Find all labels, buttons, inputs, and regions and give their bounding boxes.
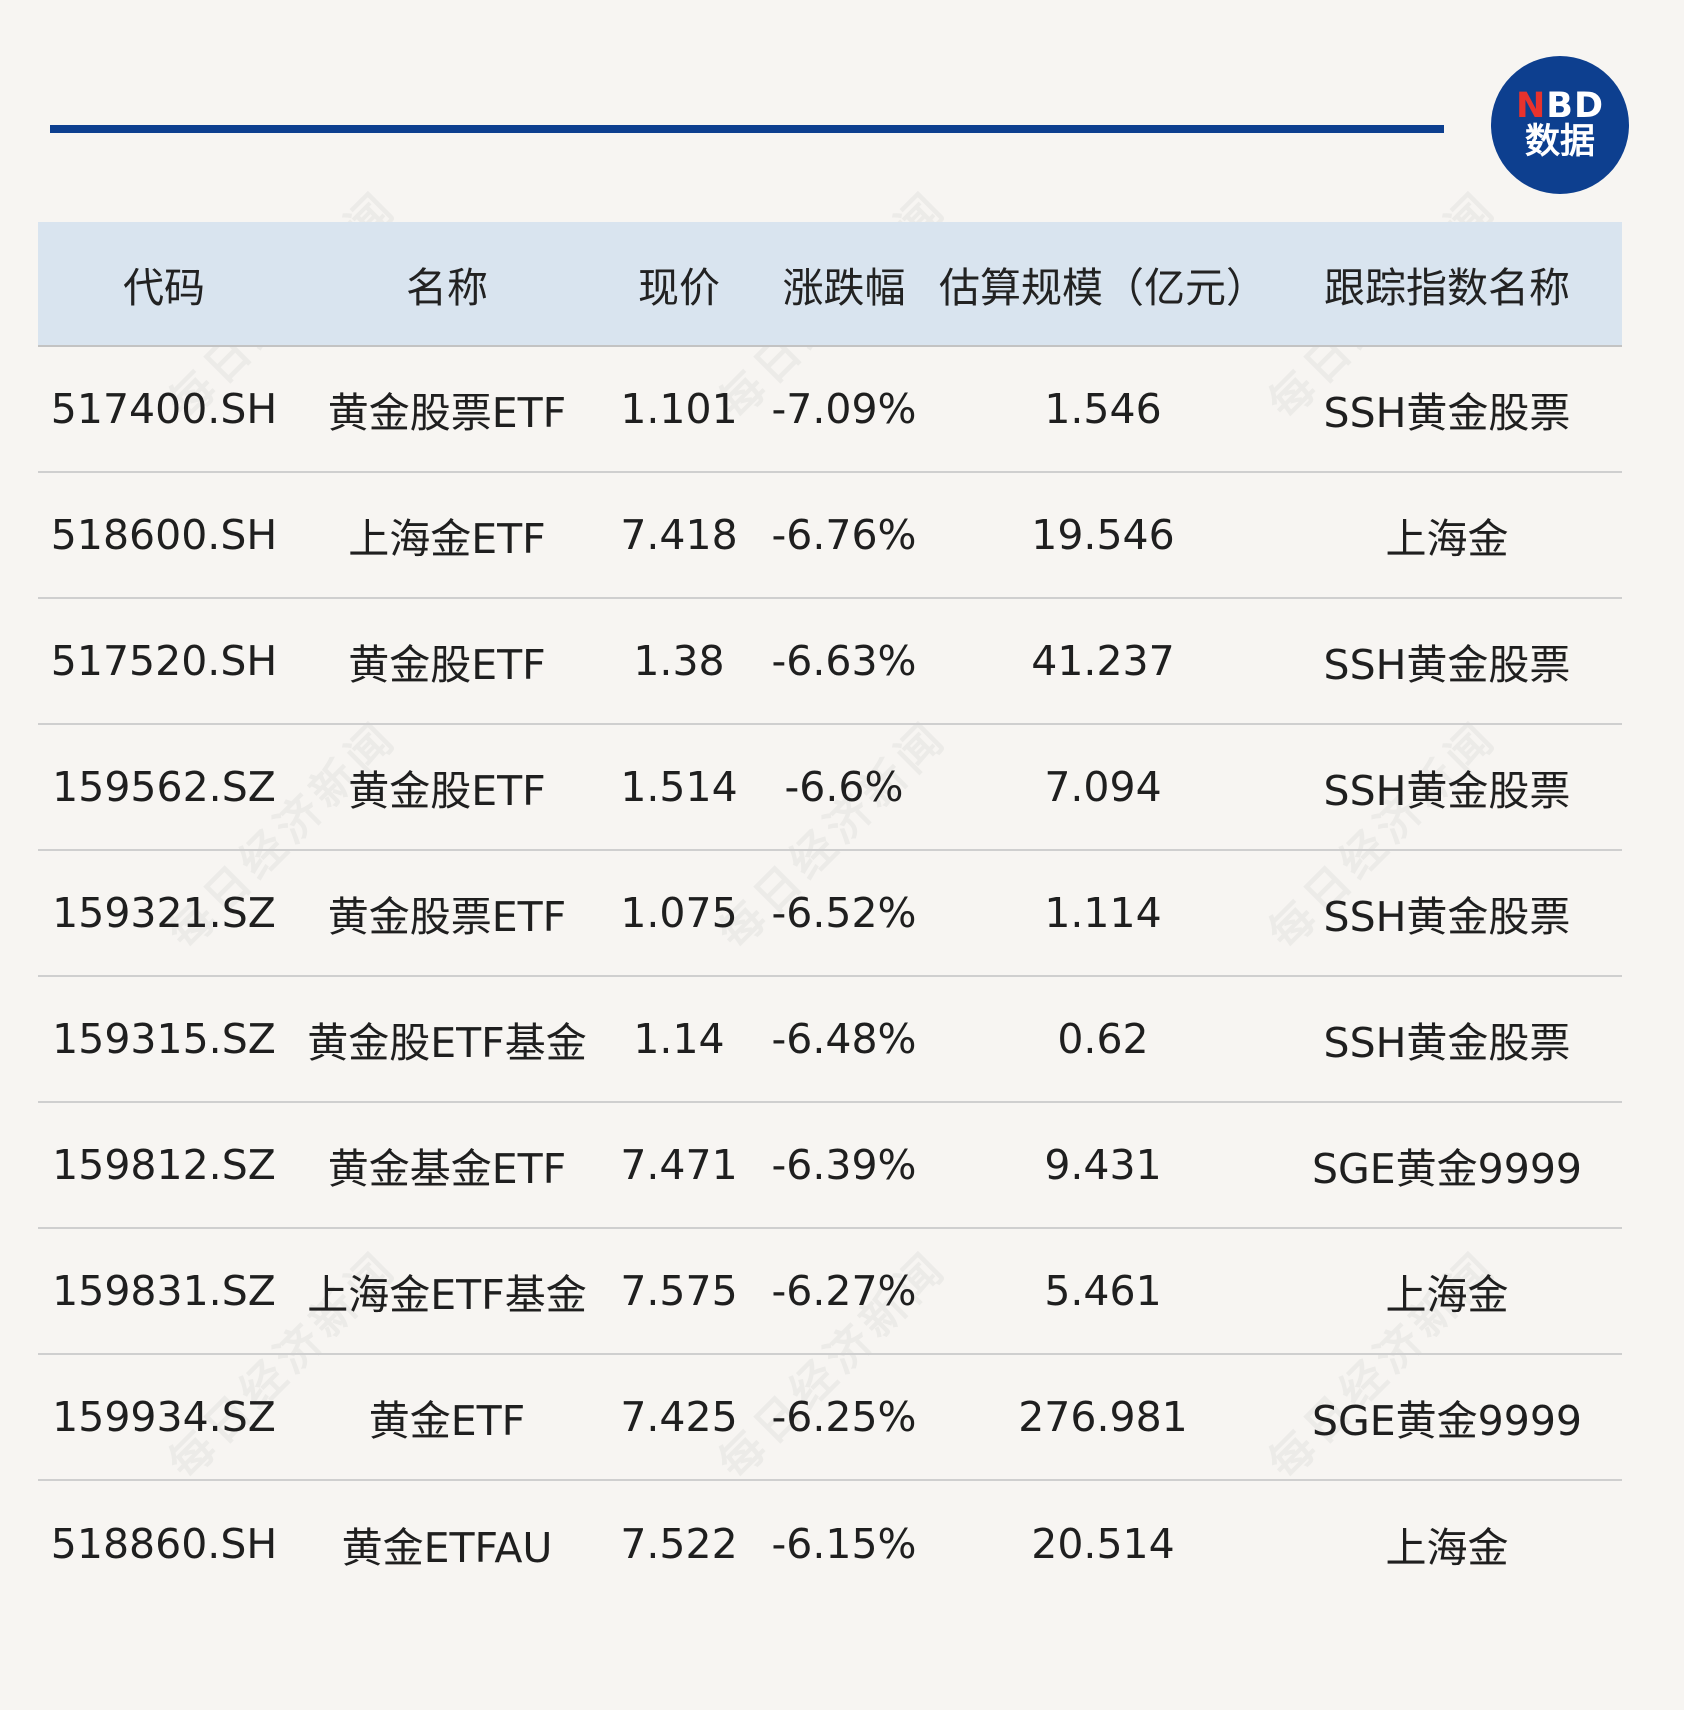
table-row: 518860.SH 黄金ETFAU 7.522 -6.15% 20.514 上海… bbox=[38, 1480, 1622, 1606]
table-header-row: 代码 名称 现价 涨跌幅 估算规模（亿元） 跟踪指数名称 bbox=[38, 222, 1622, 347]
cell-scale: 7.094 bbox=[934, 724, 1272, 851]
cell-code: 159831.SZ bbox=[38, 1228, 290, 1355]
cell-price: 1.514 bbox=[604, 724, 754, 851]
cell-scale: 0.62 bbox=[934, 976, 1272, 1103]
table-row: 159831.SZ 上海金ETF基金 7.575 -6.27% 5.461 上海… bbox=[38, 1228, 1622, 1355]
logo-text-line1: NBD bbox=[1515, 86, 1605, 127]
cell-price: 7.575 bbox=[604, 1228, 754, 1355]
cell-name: 上海金ETF基金 bbox=[290, 1228, 604, 1355]
cell-scale: 41.237 bbox=[934, 598, 1272, 725]
cell-name: 黄金股ETF bbox=[290, 598, 604, 725]
cell-name: 黄金基金ETF bbox=[290, 1102, 604, 1229]
cell-code: 517400.SH bbox=[38, 346, 290, 473]
cell-price: 1.075 bbox=[604, 850, 754, 977]
cell-change: -6.6% bbox=[754, 724, 934, 851]
table-row: 518600.SH 上海金ETF 7.418 -6.76% 19.546 上海金 bbox=[38, 472, 1622, 599]
cell-change: -6.76% bbox=[754, 472, 934, 599]
cell-code: 518600.SH bbox=[38, 472, 290, 599]
header-index: 跟踪指数名称 bbox=[1272, 222, 1622, 347]
cell-index: SSH黄金股票 bbox=[1272, 598, 1622, 725]
table-row: 159562.SZ 黄金股ETF 1.514 -6.6% 7.094 SSH黄金… bbox=[38, 724, 1622, 851]
nbd-data-logo: NBD 数据 bbox=[1491, 56, 1629, 194]
cell-index: SGE黄金9999 bbox=[1272, 1102, 1622, 1229]
cell-code: 159934.SZ bbox=[38, 1354, 290, 1481]
cell-change: -7.09% bbox=[754, 346, 934, 473]
cell-index: SGE黄金9999 bbox=[1272, 1354, 1622, 1481]
cell-code: 159315.SZ bbox=[38, 976, 290, 1103]
table-row: 159812.SZ 黄金基金ETF 7.471 -6.39% 9.431 SGE… bbox=[38, 1102, 1622, 1229]
logo-text-line2: 数据 bbox=[1524, 122, 1595, 162]
cell-price: 1.101 bbox=[604, 346, 754, 473]
cell-name: 黄金股ETF bbox=[290, 724, 604, 851]
cell-index: 上海金 bbox=[1272, 472, 1622, 599]
header-change: 涨跌幅 bbox=[754, 222, 934, 347]
cell-price: 7.418 bbox=[604, 472, 754, 599]
cell-change: -6.27% bbox=[754, 1228, 934, 1355]
table-row: 517520.SH 黄金股ETF 1.38 -6.63% 41.237 SSH黄… bbox=[38, 598, 1622, 725]
header-scale: 估算规模（亿元） bbox=[934, 222, 1272, 347]
gold-etf-table: 代码 名称 现价 涨跌幅 估算规模（亿元） 跟踪指数名称 517400.SH 黄… bbox=[38, 222, 1622, 1606]
cell-change: -6.39% bbox=[754, 1102, 934, 1229]
cell-price: 7.471 bbox=[604, 1102, 754, 1229]
cell-price: 7.425 bbox=[604, 1354, 754, 1481]
cell-scale: 20.514 bbox=[1031, 1519, 1175, 1568]
cell-scale: 5.461 bbox=[934, 1228, 1272, 1355]
cell-index: 上海金 bbox=[1272, 1228, 1622, 1355]
cell-name: 上海金ETF bbox=[290, 472, 604, 599]
cell-price: 7.522 bbox=[620, 1519, 738, 1568]
cell-name: 黄金股票ETF bbox=[290, 346, 604, 473]
cell-scale: 1.546 bbox=[934, 346, 1272, 473]
cell-change: -6.63% bbox=[754, 598, 934, 725]
cell-change: -6.52% bbox=[754, 850, 934, 977]
header-price: 现价 bbox=[604, 222, 754, 347]
table-row: 159321.SZ 黄金股票ETF 1.075 -6.52% 1.114 SSH… bbox=[38, 850, 1622, 977]
cell-code: 159562.SZ bbox=[38, 724, 290, 851]
cell-code: 518860.SH bbox=[50, 1519, 278, 1568]
cell-index: SSH黄金股票 bbox=[1272, 724, 1622, 851]
cell-index: 上海金 bbox=[1385, 1523, 1509, 1572]
cell-scale: 19.546 bbox=[934, 472, 1272, 599]
cell-price: 1.38 bbox=[604, 598, 754, 725]
cell-scale: 276.981 bbox=[934, 1354, 1272, 1481]
cell-code: 517520.SH bbox=[38, 598, 290, 725]
cell-index: SSH黄金股票 bbox=[1272, 346, 1622, 473]
cell-name: 黄金ETF bbox=[290, 1354, 604, 1481]
header-name: 名称 bbox=[290, 222, 604, 347]
cell-change: -6.25% bbox=[754, 1354, 934, 1481]
cell-index: SSH黄金股票 bbox=[1272, 850, 1622, 977]
title-rule bbox=[50, 125, 1444, 133]
table-row: 159315.SZ 黄金股ETF基金 1.14 -6.48% 0.62 SSH黄… bbox=[38, 976, 1622, 1103]
cell-name: 黄金股ETF基金 bbox=[290, 976, 604, 1103]
cell-index: SSH黄金股票 bbox=[1272, 976, 1622, 1103]
cell-scale: 9.431 bbox=[934, 1102, 1272, 1229]
cell-scale: 1.114 bbox=[934, 850, 1272, 977]
cell-name: 黄金ETFAU bbox=[341, 1523, 553, 1572]
cell-price: 1.14 bbox=[604, 976, 754, 1103]
header-code: 代码 bbox=[38, 222, 290, 347]
cell-code: 159321.SZ bbox=[38, 850, 290, 977]
table-row: 517400.SH 黄金股票ETF 1.101 -7.09% 1.546 SSH… bbox=[38, 346, 1622, 473]
cell-change: -6.48% bbox=[754, 976, 934, 1103]
cell-code: 159812.SZ bbox=[38, 1102, 290, 1229]
cell-name: 黄金股票ETF bbox=[290, 850, 604, 977]
cell-change: -6.15% bbox=[771, 1519, 917, 1568]
table-row: 159934.SZ 黄金ETF 7.425 -6.25% 276.981 SGE… bbox=[38, 1354, 1622, 1481]
